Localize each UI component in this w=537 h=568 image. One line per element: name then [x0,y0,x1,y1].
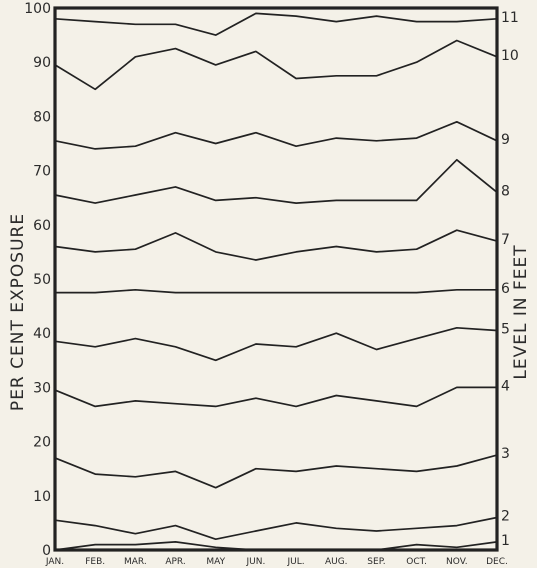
y-tick-label: 30 [33,380,51,396]
series-line-2 [54,516,498,541]
series-line-11 [54,12,498,36]
level-label-10: 10 [501,48,519,64]
level-label-7: 7 [501,232,510,248]
series-line-7 [54,229,498,261]
y-tick-label: 100 [24,1,51,17]
x-tick-label: SEP. [367,557,385,567]
level-label-11: 11 [501,10,519,26]
y-tick-label: 80 [33,109,51,125]
series-lines [54,12,498,551]
y-tick-label: 60 [33,218,51,234]
level-label-5: 5 [501,321,510,337]
x-tick-labels: JAN. FEB. MAR. APR. MAY JUN. JUL. AUG. SEP. OCT. N… [45,557,508,567]
x-tick-label: JUN. [245,557,265,567]
x-tick-label: FEB. [85,557,105,567]
y-tick-label: 20 [33,435,51,451]
y-tick-label: 0 [42,543,51,559]
level-label-2: 2 [501,508,510,524]
y-tick-label: 50 [33,272,51,288]
series-line-6 [55,288,497,294]
x-tick-label: JUL. [287,557,305,567]
x-tick-label: MAY [206,557,225,567]
series-line-10 [54,39,498,91]
x-tick-label: MAR. [124,557,147,567]
x-tick-label: JAN. [45,557,64,567]
x-tick-label: AUG. [325,557,348,567]
series-line-1 [54,541,498,551]
x-tick-label: APR. [165,557,185,567]
level-labels: 1 2 3 4 5 6 7 8 9 10 11 [501,10,519,549]
y-tick-label: 90 [33,55,51,71]
y-axis-title-right: LEVEL IN FEET [511,244,531,379]
x-tick-label: OCT. [406,557,427,567]
level-label-8: 8 [501,183,510,199]
level-label-6: 6 [501,281,510,297]
level-label-3: 3 [501,446,510,462]
y-tick-label: 10 [33,489,51,505]
series-line-9 [54,120,498,150]
level-label-1: 1 [501,533,510,549]
y-tick-labels: 0 10 20 30 40 50 60 70 80 90 100 [24,1,51,559]
series-line-4 [54,386,497,408]
y-tick-label: 70 [33,164,51,180]
x-tick-label: DEC. [486,557,508,567]
x-tick-label: NOV. [446,557,468,567]
y-tick-label: 40 [33,326,51,342]
y-axis-title-left: PER CENT EXPOSURE [8,213,28,411]
level-label-4: 4 [501,378,510,394]
level-label-9: 9 [501,132,510,148]
series-line-3 [54,454,498,489]
series-line-5 [54,326,498,362]
series-line-8 [54,158,498,204]
